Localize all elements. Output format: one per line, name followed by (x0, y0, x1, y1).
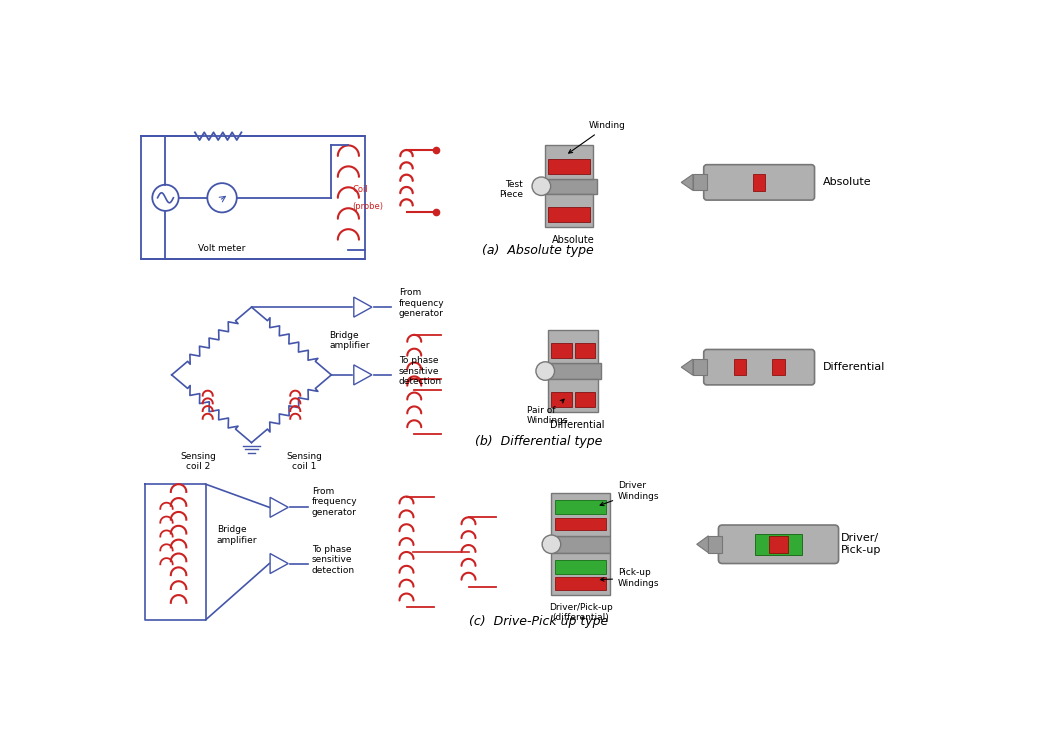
Text: (probe): (probe) (352, 202, 384, 211)
FancyBboxPatch shape (719, 525, 839, 564)
Text: Bridge
amplifier: Bridge amplifier (329, 330, 370, 350)
Circle shape (207, 184, 236, 212)
Bar (551, 392, 572, 407)
Bar (541, 178, 597, 194)
Bar (772, 359, 785, 375)
Bar (548, 330, 598, 363)
Bar (552, 494, 611, 536)
Bar (769, 536, 788, 553)
Bar (545, 363, 601, 379)
Bar (756, 534, 802, 555)
Text: Volt meter: Volt meter (199, 244, 246, 254)
Text: (b)  Differential type: (b) Differential type (475, 435, 602, 448)
Bar (575, 343, 595, 358)
Bar (693, 175, 707, 190)
Circle shape (536, 362, 555, 380)
Text: Driver
Windings: Driver Windings (600, 481, 660, 506)
Text: Winding: Winding (569, 122, 625, 153)
Text: Test
Piece: Test Piece (499, 180, 522, 199)
Text: Absolute: Absolute (823, 178, 871, 187)
Text: From
frequency
generator: From frequency generator (312, 487, 357, 517)
Text: Sensing
coil 1: Sensing coil 1 (287, 452, 323, 471)
Text: To phase
sensitive
detection: To phase sensitive detection (312, 545, 355, 575)
Circle shape (532, 177, 551, 195)
Text: Driver/
Pick-up: Driver/ Pick-up (841, 534, 881, 555)
Bar (549, 207, 591, 222)
Text: From
frequency
generator: From frequency generator (398, 288, 445, 318)
Bar (555, 577, 606, 590)
Polygon shape (697, 536, 708, 553)
Text: (a)  Absolute type: (a) Absolute type (482, 244, 594, 257)
Bar (545, 194, 593, 227)
Bar (708, 536, 722, 553)
Text: (c)  Drive-Pick up type: (c) Drive-Pick up type (469, 615, 607, 628)
Text: Bridge
amplifier: Bridge amplifier (217, 525, 257, 545)
Polygon shape (681, 175, 693, 190)
Text: To phase
sensitive
detection: To phase sensitive detection (398, 356, 441, 386)
FancyBboxPatch shape (704, 164, 815, 200)
Bar (551, 343, 572, 358)
Text: Differential: Differential (823, 362, 885, 372)
Bar (693, 359, 707, 375)
Text: Pair of
Windings: Pair of Windings (527, 399, 569, 425)
Text: Coil: Coil (352, 185, 368, 194)
Bar (555, 500, 606, 514)
Bar (548, 379, 598, 412)
Bar (555, 559, 606, 573)
Bar (734, 359, 746, 375)
Text: Pick-up
Windings: Pick-up Windings (600, 568, 660, 588)
Bar (545, 145, 593, 178)
Bar (555, 518, 606, 531)
Circle shape (542, 535, 561, 553)
FancyBboxPatch shape (704, 349, 815, 385)
Text: Differential: Differential (550, 419, 604, 430)
Bar (549, 158, 591, 174)
Bar (753, 174, 765, 191)
Bar (552, 536, 611, 553)
Polygon shape (681, 359, 693, 375)
Bar (552, 553, 611, 595)
Bar (575, 392, 595, 407)
Text: Driver/Pick-up
(differential): Driver/Pick-up (differential) (549, 603, 613, 622)
Text: Absolute: Absolute (552, 235, 595, 245)
Text: Sensing
coil 2: Sensing coil 2 (181, 452, 217, 471)
